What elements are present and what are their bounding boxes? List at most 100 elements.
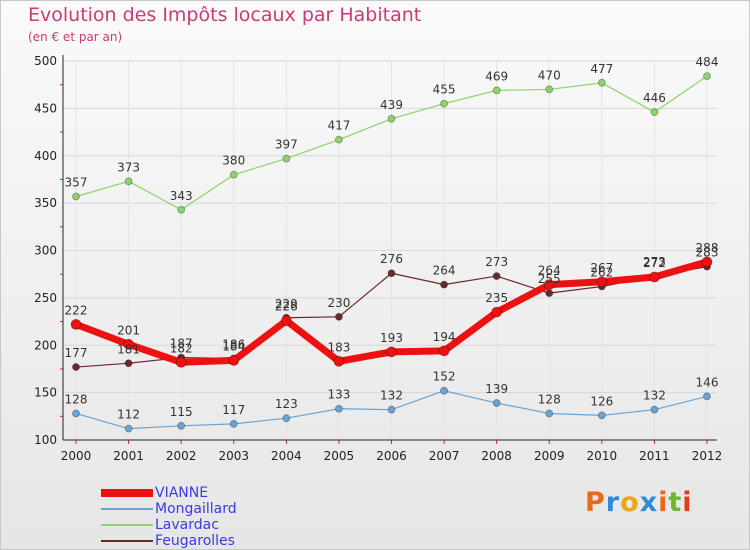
data-label-lavardac: 373	[117, 160, 140, 174]
y-tick-label: 350	[34, 196, 57, 210]
data-point-lavardac	[597, 78, 606, 87]
data-point-mongaillard	[650, 405, 659, 414]
proxiti-logo: Proxiti	[585, 487, 693, 518]
data-label-mongaillard: 126	[590, 394, 613, 408]
data-label-vianne: 288	[696, 241, 719, 255]
data-point-mongaillard	[545, 409, 554, 418]
data-point-mongaillard	[177, 421, 186, 430]
data-point-lavardac	[387, 114, 396, 123]
data-label-lavardac: 477	[590, 62, 613, 76]
data-point-mongaillard	[703, 392, 711, 401]
data-label-mongaillard: 132	[380, 389, 403, 403]
data-label-vianne: 182	[170, 341, 193, 355]
data-point-mongaillard	[387, 405, 396, 414]
data-label-mongaillard: 139	[485, 382, 508, 396]
data-point-mongaillard	[124, 424, 133, 433]
y-tick-label: 200	[34, 338, 57, 352]
data-point-feugarolles	[492, 272, 501, 280]
chart-axes: 100 150 200 250 300 350 400 450 500 2000 2001 2002 2…	[34, 54, 722, 463]
data-point-lavardac	[545, 85, 554, 94]
data-label-lavardac: 397	[275, 138, 298, 152]
data-label-lavardac: 439	[380, 98, 403, 112]
data-label-lavardac: 343	[170, 189, 193, 203]
legend-swatch-mongaillard	[101, 508, 153, 510]
data-point-lavardac	[440, 99, 448, 108]
data-label-mongaillard: 112	[117, 408, 140, 422]
data-point-vianne	[280, 315, 292, 327]
data-label-feugarolles: 186	[222, 338, 245, 352]
data-point-mongaillard	[440, 386, 448, 395]
data-label-feugarolles: 255	[538, 272, 561, 286]
data-label-feugarolles: 177	[65, 346, 88, 360]
data-point-vianne	[386, 346, 397, 358]
data-label-lavardac: 469	[485, 69, 508, 83]
logo-letter: i	[682, 487, 693, 518]
data-label-vianne: 272	[643, 256, 666, 270]
data-point-lavardac	[282, 154, 291, 163]
x-tick-label: 2001	[113, 449, 144, 463]
data-label-mongaillard: 152	[433, 370, 456, 384]
data-labels-layer: 128 112 115 117 123 133 132 152 139 128 126 132 146 3…	[65, 55, 719, 421]
data-point-feugarolles	[335, 312, 343, 321]
x-tick-label: 2003	[218, 449, 249, 463]
data-label-vianne: 267	[590, 261, 613, 275]
data-label-mongaillard: 117	[222, 403, 245, 417]
data-point-lavardac	[335, 135, 343, 144]
data-label-feugarolles: 264	[433, 264, 456, 278]
y-tick-label: 500	[34, 54, 57, 68]
legend-label-vianne: VIANNE	[155, 485, 209, 501]
x-tick-label: 2012	[692, 449, 723, 463]
y-tick-label: 100	[34, 433, 57, 447]
data-point-vianne	[543, 279, 555, 291]
x-tick-label: 2011	[639, 449, 670, 463]
data-point-vianne	[701, 256, 713, 268]
data-label-feugarolles: 276	[380, 252, 403, 266]
legend-label-lavardac: Lavardac	[155, 517, 219, 533]
y-tick-label: 400	[34, 149, 57, 163]
data-point-feugarolles	[72, 363, 80, 371]
data-label-mongaillard: 128	[65, 392, 88, 406]
logo-letter: t	[668, 487, 683, 518]
y-tick-label: 250	[34, 291, 57, 305]
logo-letter: i	[658, 487, 669, 518]
data-label-feugarolles: 229	[275, 297, 298, 311]
x-tick-label: 2002	[166, 449, 197, 463]
x-tick-label: 2010	[587, 449, 618, 463]
data-label-vianne: 194	[433, 330, 456, 344]
data-point-lavardac	[229, 170, 238, 179]
x-tick-label: 2000	[61, 449, 92, 463]
data-label-lavardac: 446	[643, 91, 666, 105]
y-tick-label: 150	[34, 386, 57, 400]
data-point-feugarolles	[124, 359, 133, 368]
data-label-lavardac: 417	[327, 119, 350, 133]
chart-title: Evolution des Impôts locaux par Habitant	[28, 4, 422, 26]
data-label-feugarolles: 283	[696, 246, 719, 260]
data-label-feugarolles: 273	[643, 255, 666, 269]
data-label-vianne: 264	[538, 264, 561, 278]
data-point-lavardac	[492, 86, 501, 95]
data-label-mongaillard: 115	[170, 405, 193, 419]
data-label-vianne: 235	[485, 291, 508, 305]
data-label-feugarolles: 273	[485, 255, 508, 269]
data-label-mongaillard: 132	[643, 389, 666, 403]
x-tick-label: 2004	[271, 449, 302, 463]
data-label-feugarolles: 187	[170, 337, 193, 351]
series-layer	[70, 72, 713, 433]
data-point-vianne	[175, 356, 187, 368]
data-point-feugarolles	[387, 269, 396, 278]
data-label-vianne: 183	[327, 340, 350, 354]
data-point-mongaillard	[597, 411, 606, 420]
data-label-lavardac: 470	[538, 68, 561, 82]
data-label-vianne: 184	[222, 339, 245, 353]
data-label-mongaillard: 133	[327, 388, 350, 402]
data-point-lavardac	[650, 108, 659, 117]
y-tick-label: 450	[34, 101, 57, 115]
legend-swatch-lavardac	[101, 524, 153, 526]
legend-label-feugarolles: Feugarolles	[155, 533, 235, 549]
data-point-vianne	[123, 338, 134, 350]
logo-letter: r	[605, 487, 621, 518]
data-point-lavardac	[703, 72, 711, 81]
data-point-lavardac	[72, 192, 80, 201]
